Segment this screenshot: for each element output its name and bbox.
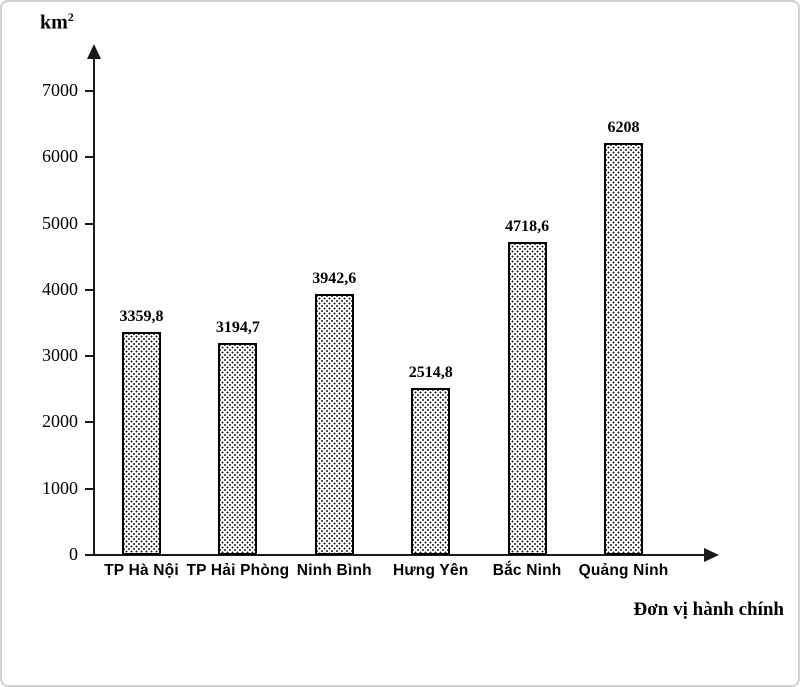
x-axis-category-label: TP Hải Phòng xyxy=(186,562,290,579)
y-axis-unit-superscript: 2 xyxy=(67,10,74,24)
x-axis-category-label: Ninh Bình xyxy=(296,562,372,579)
x-axis-arrow-icon xyxy=(704,548,719,562)
y-axis-tick xyxy=(85,222,94,225)
y-axis-tick-label: 3000 xyxy=(42,345,78,366)
x-axis-category-label: Bắc Ninh xyxy=(492,562,562,579)
bar-value-label: 3194,7 xyxy=(215,319,260,337)
bar-bac-ninh xyxy=(507,242,547,555)
y-axis-tick xyxy=(85,421,94,424)
bar-hung-yen xyxy=(411,388,451,555)
bar-value-label: 2514,8 xyxy=(408,364,453,382)
x-axis-title: Đơn vị hành chính xyxy=(633,599,784,620)
y-axis-tick xyxy=(85,487,94,490)
y-axis-tick-label: 6000 xyxy=(42,146,78,167)
y-axis-unit-base: km xyxy=(40,11,68,34)
bar-value-label: 4718,6 xyxy=(505,218,550,236)
y-axis-tick-label: 1000 xyxy=(42,477,78,498)
bar-value-label: 3359,8 xyxy=(119,308,164,326)
bar-tp-hai-phong xyxy=(218,343,258,555)
bar-tp-ha-noi xyxy=(122,332,161,555)
x-axis-category-label: TP Hà Nội xyxy=(104,562,179,579)
y-axis-tick xyxy=(85,288,94,291)
bar-ninh-binh xyxy=(314,293,354,555)
y-axis-tick-label: 5000 xyxy=(42,212,78,233)
y-axis-tick xyxy=(85,554,94,556)
y-axis-tick xyxy=(85,90,94,92)
bar-value-label: 6208 xyxy=(607,119,640,137)
y-axis-tick-label: 0 xyxy=(69,544,78,564)
bar-value-label: 3942,6 xyxy=(312,269,357,287)
y-axis-tick-label: 4000 xyxy=(42,278,78,299)
y-axis-tick xyxy=(85,355,94,358)
bar-quang-ninh xyxy=(604,143,643,555)
y-axis-tick-label: 2000 xyxy=(42,411,78,432)
y-axis-unit-label: km2 xyxy=(40,10,74,35)
y-axis-tick-label: 7000 xyxy=(42,80,78,100)
x-axis-line xyxy=(94,554,706,556)
x-axis-category-label: Quảng Ninh xyxy=(578,562,669,579)
x-axis-category-label: Hưng Yên xyxy=(392,562,469,579)
y-axis-line xyxy=(93,50,95,556)
y-axis-tick xyxy=(85,156,94,159)
